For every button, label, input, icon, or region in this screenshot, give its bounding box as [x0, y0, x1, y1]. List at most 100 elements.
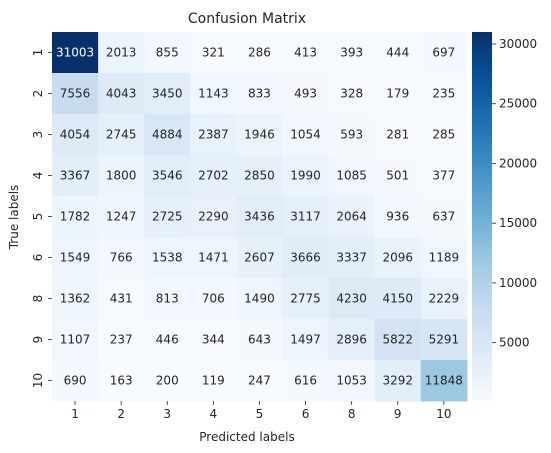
cell-value-label: 3436: [244, 210, 275, 224]
heatmap-cell: [328, 319, 376, 361]
cell-value-label: 1782: [60, 210, 91, 224]
cell-value-label: 2064: [336, 210, 367, 224]
heatmap-cell: [52, 155, 99, 197]
heatmap-cell: [98, 237, 145, 279]
cell-value-label: 2896: [336, 333, 367, 347]
cell-value-label: 163: [110, 374, 133, 388]
cell-value-label: 2607: [244, 251, 275, 265]
heatmap-cell: [190, 73, 237, 115]
x-tick-label: 9: [394, 407, 402, 421]
heatmap-cell: [420, 73, 468, 115]
heatmap-cell: [144, 360, 191, 402]
heatmap-cell: [282, 73, 330, 115]
cell-value-label: 4150: [382, 292, 413, 306]
heatmap-cell: [420, 196, 468, 238]
cell-value-label: 643: [248, 333, 271, 347]
cell-value-label: 1497: [290, 333, 321, 347]
y-tick-label: 10: [31, 373, 45, 388]
cell-value-label: 237: [110, 333, 133, 347]
cell-value-label: 179: [386, 87, 409, 101]
heatmap-cell: [282, 237, 330, 279]
heatmap-cell: [52, 360, 99, 402]
x-tick-label: 2: [117, 407, 125, 421]
heatmap-cell: [374, 32, 422, 74]
cell-value-label: 31003: [56, 46, 94, 60]
y-tick-label: 8: [31, 295, 45, 303]
cell-value-label: 493: [294, 87, 317, 101]
cell-value-label: 446: [156, 333, 179, 347]
y-axis: 1 2 3 4 5 6 8 9 10: [31, 49, 52, 388]
heatmap-cell: [144, 32, 191, 74]
heatmap-cell: [420, 360, 468, 402]
heatmap-cell: [236, 32, 283, 74]
heatmap-cell: [236, 360, 283, 402]
heatmap-cell: [236, 319, 283, 361]
heatmap-cells: [52, 32, 468, 402]
colorbar-tick-label: 30000: [499, 37, 537, 51]
heatmap-cell: [190, 278, 237, 320]
cell-value-label: 285: [432, 128, 455, 142]
cell-value-label: 1538: [152, 251, 183, 265]
cell-value-label: 281: [386, 128, 409, 142]
heatmap-cell: [144, 73, 191, 115]
cell-value-label: 2290: [198, 210, 229, 224]
y-tick-label: 1: [31, 49, 45, 57]
heatmap-cell: [374, 278, 422, 320]
chart-title: Confusion Matrix: [188, 11, 306, 27]
heatmap-cell: [374, 319, 422, 361]
heatmap-cell: [236, 237, 283, 279]
heatmap-cell: [282, 114, 330, 156]
cell-value-label: 3546: [152, 169, 183, 183]
cell-value-label: 1800: [106, 169, 137, 183]
cell-value-label: 813: [156, 292, 179, 306]
cell-value-label: 444: [386, 46, 409, 60]
cell-value-label: 2702: [198, 169, 229, 183]
heatmap-cell: [144, 278, 191, 320]
cell-value-label: 4043: [106, 87, 137, 101]
cell-value-label: 833: [248, 87, 271, 101]
heatmap-cell: [190, 237, 237, 279]
cell-value-label: 936: [386, 210, 409, 224]
cell-value-label: 637: [432, 210, 455, 224]
y-tick-label: 5: [31, 213, 45, 221]
heatmap-cell: [282, 360, 330, 402]
x-tick-label: 6: [302, 407, 310, 421]
cell-value-label: 3292: [382, 374, 413, 388]
heatmap-cell: [144, 196, 191, 238]
cell-value-label: 3450: [152, 87, 183, 101]
cell-value-label: 7556: [60, 87, 91, 101]
heatmap-cell: [328, 196, 376, 238]
cell-value-label: 690: [64, 374, 87, 388]
heatmap-cell: [98, 114, 145, 156]
cell-value-label: 1362: [60, 292, 91, 306]
cell-value-label: 4884: [152, 128, 183, 142]
colorbar-tick-label: 25000: [499, 97, 537, 111]
cell-value-label: 3117: [290, 210, 321, 224]
heatmap-cell: [374, 73, 422, 115]
heatmap-cell: [236, 155, 283, 197]
cell-value-label: 247: [248, 374, 271, 388]
heatmap-cell: [374, 360, 422, 402]
heatmap-cell: [52, 32, 99, 74]
cell-value-label: 286: [248, 46, 271, 60]
cell-value-label: 5822: [382, 333, 413, 347]
heatmap-cell: [98, 155, 145, 197]
heatmap-cell: [190, 114, 237, 156]
cell-value-label: 3337: [336, 251, 367, 265]
heatmap-cell: [420, 114, 468, 156]
heatmap-cell-labels: 31003 2013 855 321 286 413 393 444 697 7556 4043 34…: [56, 46, 463, 388]
cell-value-label: 1054: [290, 128, 321, 142]
colorbar-tick-label: 10000: [499, 276, 537, 290]
cell-value-label: 119: [202, 374, 225, 388]
cell-value-label: 2229: [429, 292, 460, 306]
heatmap-cell: [374, 196, 422, 238]
heatmap-cell: [328, 360, 376, 402]
cell-value-label: 11848: [425, 374, 463, 388]
cell-value-label: 1990: [290, 169, 321, 183]
cell-value-label: 1471: [198, 251, 229, 265]
heatmap-cell: [282, 32, 330, 74]
x-axis-label: Predicted labels: [199, 430, 294, 444]
heatmap-cell: [52, 114, 99, 156]
heatmap-cell: [374, 155, 422, 197]
